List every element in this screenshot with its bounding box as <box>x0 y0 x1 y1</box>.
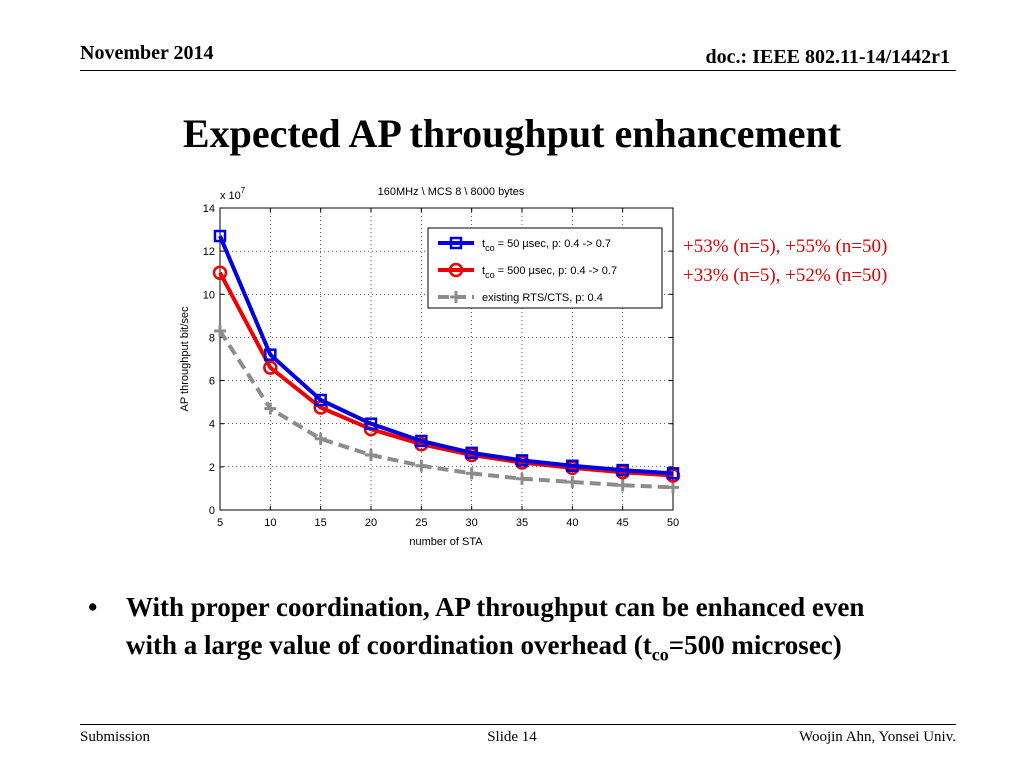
square-marker <box>213 229 227 243</box>
footer-rule <box>80 724 956 725</box>
y-tick-label: 14 <box>203 203 215 215</box>
series-line <box>218 235 674 476</box>
bullet-text-main: With proper coordination, AP throughput … <box>126 592 865 660</box>
square-marker <box>449 236 463 250</box>
x-tick-label: 5 <box>217 517 223 529</box>
x-tick-labels: 5 10 15 20 25 30 35 40 45 50 <box>217 517 679 529</box>
legend-label: existing RTS/CTS, p: 0.4 <box>482 292 603 304</box>
x-tick-label: 50 <box>667 517 679 529</box>
bullet-text: With proper coordination, AP throughput … <box>126 588 866 673</box>
y-tick-label: 8 <box>209 332 215 344</box>
series-group <box>213 229 680 480</box>
bullet-symbol: • <box>88 592 98 622</box>
chart-title: 160MHz \ MCS 8 \ 8000 bytes <box>378 186 525 198</box>
legend-label-main: t <box>482 265 485 277</box>
annotation-series-1: +53% (n=5), +55% (n=50) <box>683 236 888 257</box>
legend-label-rest: = 500 µsec, p: 0.4 -> 0.7 <box>495 265 618 277</box>
x-tick-label: 40 <box>566 517 578 529</box>
x-tick-label: 35 <box>516 517 528 529</box>
y-tick-label: 4 <box>209 419 215 431</box>
header-doc-id: doc.: IEEE 802.11-14/1442r1 <box>705 46 950 68</box>
series-line <box>218 329 674 490</box>
square-marker <box>415 434 428 448</box>
x-tick-label: 25 <box>415 517 427 529</box>
chart-series <box>212 229 681 494</box>
series-line <box>218 271 674 478</box>
square-marker <box>364 417 378 430</box>
y-tick-label: 12 <box>203 246 215 258</box>
y-multiplier-exp: 7 <box>241 186 246 195</box>
annotation-series-2: +33% (n=5), +52% (n=50) <box>683 265 888 286</box>
y-multiplier-base: x 10 <box>220 190 241 202</box>
square-marker <box>264 348 277 361</box>
bullet-subscript: co <box>651 644 669 665</box>
series-group <box>214 324 679 494</box>
footer-submission: Submission <box>80 729 151 745</box>
legend-label-main: t <box>482 238 485 250</box>
x-tick-label: 45 <box>617 517 629 529</box>
legend-label: tco = 50 µsec, p: 0.4 -> 0.7 <box>482 238 611 253</box>
x-tick-label: 20 <box>365 517 377 529</box>
legend-label-sub: co <box>485 270 495 280</box>
legend-label-sub: co <box>485 243 495 253</box>
x-tick-label: 30 <box>466 517 478 529</box>
square-marker <box>566 459 579 473</box>
square-marker <box>515 454 529 467</box>
slide-title: Expected AP throughput enhancement <box>182 111 842 156</box>
plot-frame <box>219 207 674 511</box>
header-rule <box>80 70 956 71</box>
legend-label: tco = 500 µsec, p: 0.4 -> 0.7 <box>482 265 617 280</box>
x-tick-label: 15 <box>315 517 327 529</box>
square-marker <box>666 467 680 480</box>
y-axis-label: AP throughput bit/sec <box>179 306 191 411</box>
legend-item: tco = 500 µsec, p: 0.4 -> 0.7 <box>438 262 617 280</box>
y-tick-label: 6 <box>209 376 215 388</box>
footer-author: Woojin Ahn, Yonsei Univ. <box>798 729 956 745</box>
square-marker <box>314 393 327 407</box>
x-tick-label: 10 <box>264 517 276 529</box>
square-marker <box>465 446 478 460</box>
throughput-chart: 5 10 15 20 25 30 35 40 45 50 0 2 4 6 8 10 12 14 160MHz \… <box>179 186 681 548</box>
y-multiplier: x 107 <box>220 186 246 202</box>
square-marker <box>616 463 629 477</box>
legend-item: existing RTS/CTS, p: 0.4 <box>438 291 603 304</box>
circle-marker <box>263 360 278 375</box>
header-date: November 2014 <box>80 42 214 64</box>
circle-marker <box>212 265 228 280</box>
footer-slide-number: Slide 14 <box>487 729 537 745</box>
legend-label-main: existing RTS/CTS, p: 0.4 <box>482 292 603 304</box>
y-tick-label: 0 <box>209 505 215 517</box>
legend-item: tco = 50 µsec, p: 0.4 -> 0.7 <box>438 236 611 253</box>
y-tick-label: 10 <box>203 289 215 301</box>
x-axis-label: number of STA <box>409 536 483 548</box>
chart-ticks <box>219 207 674 511</box>
y-tick-labels: 0 2 4 6 8 10 12 14 <box>203 203 215 517</box>
circle-marker <box>448 262 464 278</box>
y-tick-label: 2 <box>209 462 215 474</box>
bullet-text-end: =500 microsec) <box>668 630 842 660</box>
legend-label-rest: = 50 µsec, p: 0.4 -> 0.7 <box>495 238 611 250</box>
